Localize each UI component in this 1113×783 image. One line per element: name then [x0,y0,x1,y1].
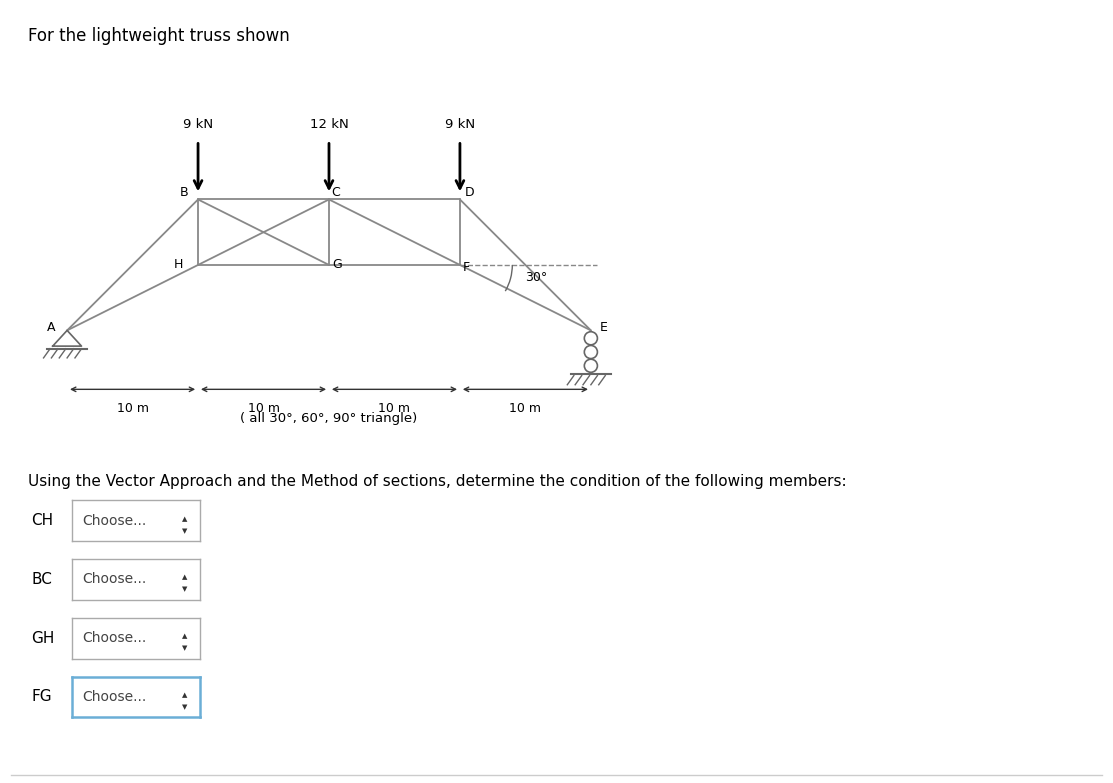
Text: ▼: ▼ [183,645,188,651]
Text: Choose...: Choose... [82,631,147,645]
Text: C: C [332,186,339,200]
Text: D: D [464,186,474,200]
Text: 10 m: 10 m [117,402,148,416]
Text: Choose...: Choose... [82,514,147,528]
Text: 9 kN: 9 kN [445,118,475,132]
Text: Choose...: Choose... [82,572,147,586]
Text: ▲: ▲ [183,575,188,580]
Text: ( all 30°, 60°, 90° triangle): ( all 30°, 60°, 90° triangle) [240,412,417,424]
Text: FG: FG [31,689,52,705]
Text: ▲: ▲ [183,516,188,521]
Text: 10 m: 10 m [510,402,541,416]
Text: 9 kN: 9 kN [183,118,213,132]
Text: For the lightweight truss shown: For the lightweight truss shown [28,27,289,45]
Text: F: F [463,261,470,274]
Text: A: A [47,321,56,334]
Text: E: E [600,321,608,334]
Text: ▲: ▲ [183,633,188,639]
Text: H: H [174,258,184,272]
Text: ▼: ▼ [183,586,188,593]
Text: Choose...: Choose... [82,690,147,704]
Text: 10 m: 10 m [378,402,411,416]
Text: Using the Vector Approach and the Method of sections, determine the condition of: Using the Vector Approach and the Method… [28,474,847,489]
Text: 12 kN: 12 kN [309,118,348,132]
Text: G: G [332,258,342,272]
Text: ▼: ▼ [183,528,188,534]
Text: CH: CH [31,513,53,529]
Text: ▲: ▲ [183,692,188,698]
Text: BC: BC [31,572,52,587]
Text: ▼: ▼ [183,704,188,710]
Text: 10 m: 10 m [247,402,279,416]
Text: B: B [179,186,188,200]
Text: GH: GH [31,630,55,646]
Text: 30°: 30° [525,271,548,283]
